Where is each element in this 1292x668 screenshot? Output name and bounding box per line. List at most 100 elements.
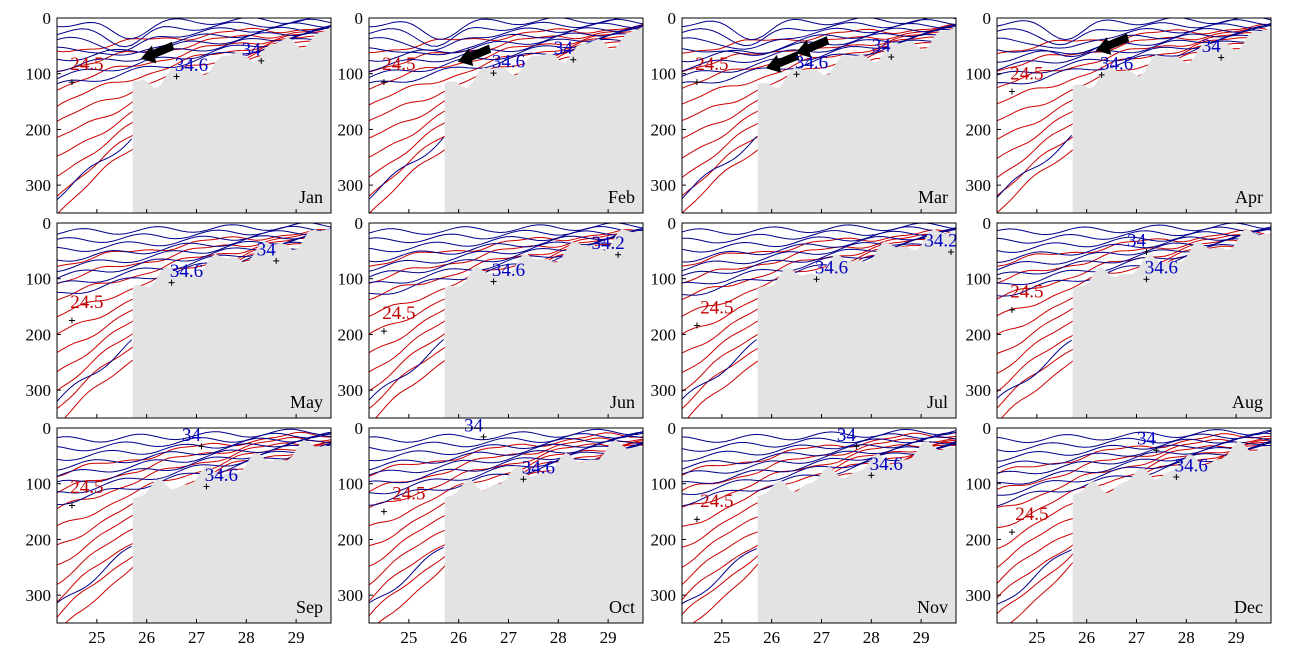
sigma-contour-line <box>57 237 331 301</box>
salinity-contour-line <box>682 428 956 443</box>
station-marker <box>948 248 955 255</box>
salinity-contour-line <box>57 24 331 62</box>
y-tick-label: 100 <box>651 475 677 494</box>
salinity-contour-line <box>369 22 643 52</box>
salinity-label: 34 <box>1127 230 1147 251</box>
sigma-contour-line <box>682 233 956 284</box>
sigma-label: 24.5 <box>700 491 733 512</box>
sigma-contour-line <box>997 37 1271 105</box>
x-tick-label: 27 <box>813 628 831 647</box>
salinity-contour-line <box>369 225 643 244</box>
salinity-contour-line <box>369 441 643 495</box>
station-marker <box>68 502 75 509</box>
salinity-label: 34.6 <box>870 454 903 475</box>
salinity-contour-line <box>997 238 1271 286</box>
salinity-contour-line <box>997 23 1271 49</box>
salinity-contour-line <box>682 223 956 235</box>
station-marker <box>258 57 265 64</box>
salinity-label: 34.6 <box>1100 53 1133 74</box>
panel-frame <box>996 17 1272 214</box>
flow-arrow-icon <box>1095 33 1130 55</box>
salinity-contour-line <box>57 225 331 244</box>
salinity-contour-line <box>682 440 956 475</box>
salinity-label: 34.6 <box>170 261 203 282</box>
salinity-contour-line <box>997 429 1271 453</box>
sigma-contour-line <box>57 431 331 478</box>
station-marker <box>198 443 205 450</box>
sigma-contour-line <box>682 432 956 476</box>
salinity-contour-line <box>682 22 956 50</box>
salinity-label: 34 <box>1202 36 1222 57</box>
salinity-label: 34.6 <box>492 52 525 73</box>
sigma-label: 24.5 <box>70 292 103 313</box>
month-label: Jul <box>927 392 948 412</box>
month-label: Jan <box>299 187 323 207</box>
panel-plot-area <box>997 18 1271 213</box>
salinity-contour-line <box>682 237 956 277</box>
y-tick-label: 0 <box>983 419 992 438</box>
salinity-label: 34.2 <box>924 230 957 251</box>
salinity-label: 34.6 <box>795 53 828 74</box>
sigma-label: 24.5 <box>1010 63 1043 84</box>
sigma-contour-line <box>369 229 643 267</box>
panel-aug: 24.5 34 34.6 Aug 0 100 200 300 <box>966 214 1272 419</box>
panel-plot-area <box>57 18 331 213</box>
station-marker <box>1008 529 1015 536</box>
y-tick-label: 300 <box>26 586 52 605</box>
station-marker <box>1218 54 1225 61</box>
y-tick-label: 200 <box>651 325 677 344</box>
salinity-contour-line <box>997 440 1271 496</box>
salinity-contour-line <box>57 18 314 40</box>
sigma-contour-line <box>682 241 956 317</box>
salinity-contour-line <box>682 432 956 462</box>
sigma-label: 24.5 <box>70 477 103 498</box>
x-tick-label: 29 <box>288 628 305 647</box>
salinity-contour-line <box>369 24 643 56</box>
sigma-label: 24.5 <box>382 54 415 75</box>
topography-mask <box>1072 27 1271 213</box>
x-tick-label: 27 <box>500 628 518 647</box>
x-tick-label: 29 <box>600 628 617 647</box>
salinity-contour-line <box>369 546 444 604</box>
salinity-contour-line <box>369 431 643 452</box>
y-tick-label: 200 <box>651 530 677 549</box>
salinity-contour-line <box>997 34 1271 76</box>
y-tick-label: 300 <box>651 586 677 605</box>
salinity-contour-line <box>682 18 956 47</box>
salinity-contour-line <box>997 223 1271 236</box>
y-tick-label: 300 <box>26 381 52 400</box>
y-tick-label: 200 <box>26 530 52 549</box>
station-marker <box>173 73 180 80</box>
sigma-label: 24.5 <box>695 54 728 75</box>
topography-mask <box>132 439 331 623</box>
salinity-contour-line <box>369 440 643 476</box>
month-label: Jun <box>610 392 635 412</box>
y-tick-label: 100 <box>338 65 364 84</box>
y-tick-label: 0 <box>43 9 52 28</box>
salinity-label: 34.6 <box>205 465 238 486</box>
panel-oct: 24.5 34 34.6 Oct 0 100 200 300 25 26 27 28 29 <box>338 415 644 647</box>
salinity-contour-line <box>997 549 1072 605</box>
station-marker <box>490 278 497 285</box>
salinity-contour-line <box>682 28 956 72</box>
sigma-contour-line <box>997 27 1271 72</box>
sigma-contour-line <box>682 23 956 54</box>
x-tick-label: 28 <box>238 628 255 647</box>
salinity-contour-line <box>997 22 1271 58</box>
panel-plot-area <box>369 428 643 623</box>
salinity-label: 34 <box>1137 429 1157 450</box>
salinity-contour-line <box>682 548 757 604</box>
x-tick-label: 26 <box>763 628 780 647</box>
sigma-contour-line <box>997 32 1271 89</box>
salinity-label: 34 <box>464 415 484 436</box>
y-tick-label: 100 <box>966 270 992 289</box>
station-marker <box>868 472 875 479</box>
sigma-contour-line <box>997 234 1271 284</box>
salinity-contour-line <box>682 36 956 84</box>
month-label: May <box>290 392 323 412</box>
y-tick-label: 200 <box>338 120 364 139</box>
panel-frame <box>56 17 332 214</box>
sigma-contour-line <box>682 439 956 508</box>
